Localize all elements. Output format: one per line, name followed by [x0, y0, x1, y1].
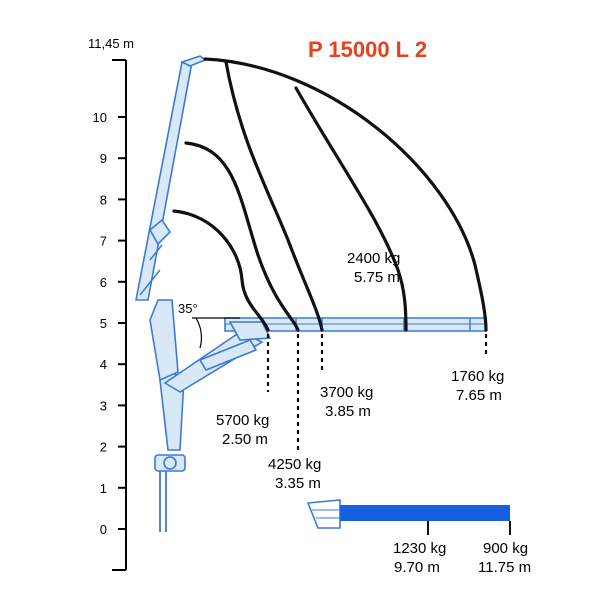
- curve-2400: [294, 86, 408, 332]
- axis-tick-label: 8: [100, 192, 107, 207]
- axis-tick-label: 6: [100, 275, 107, 290]
- reach-9-70: 9.70 m: [394, 559, 440, 576]
- curve-5700: [172, 209, 270, 332]
- axis-tick-label: 2: [100, 440, 107, 455]
- curve-4250: [184, 141, 300, 332]
- axis-max-label: 11,45 m: [88, 36, 134, 51]
- height-axis: 11,45 m 0 1 2 3 4 5 6 7 8 9 10: [88, 36, 134, 571]
- angle-label: 35°: [178, 301, 198, 316]
- reach-3-85: 3.85 m: [325, 403, 371, 420]
- reach-3-35: 3.35 m: [275, 475, 321, 492]
- axis-tick-label: 9: [100, 151, 107, 166]
- load-900: 900 kg: [483, 540, 528, 557]
- curve-3700: [224, 60, 324, 332]
- load-1760: 1760 kg: [451, 368, 504, 385]
- capacity-curves: [172, 57, 488, 332]
- boom-working-position: [163, 317, 487, 393]
- axis-tick-label: 7: [100, 234, 107, 249]
- load-3700: 3700 kg: [320, 384, 373, 401]
- axis-tick-label: 5: [100, 316, 107, 331]
- crane-column: [149, 299, 186, 532]
- load-2400: 2400 kg: [347, 250, 400, 267]
- reach-5-75: 5.75 m: [354, 269, 400, 286]
- load-1230: 1230 kg: [393, 540, 446, 557]
- reach-2-50: 2.50 m: [222, 431, 268, 448]
- axis-tick-label: 1: [100, 481, 107, 496]
- reach-7-65: 7.65 m: [456, 387, 502, 404]
- axis-tick-label: 3: [100, 398, 107, 413]
- axis-tick-label: 0: [100, 522, 107, 537]
- boom-angle-indicator: 35°: [178, 301, 240, 349]
- curve-1760: [203, 57, 488, 332]
- axis-tick-label: 10: [93, 110, 107, 125]
- load-labels: 5700 kg 2.50 m 4250 kg 3.35 m 3700 kg 3.…: [216, 250, 531, 576]
- reach-11-75: 11.75 m: [478, 559, 531, 576]
- diagram-title: P 15000 L 2: [308, 37, 427, 62]
- inner-boom-raised: [135, 55, 207, 301]
- load-4250: 4250 kg: [268, 456, 321, 473]
- drop-lines: [266, 334, 488, 450]
- load-5700: 5700 kg: [216, 412, 269, 429]
- extension-jib: [306, 499, 511, 535]
- axis-tick-label: 4: [100, 357, 107, 372]
